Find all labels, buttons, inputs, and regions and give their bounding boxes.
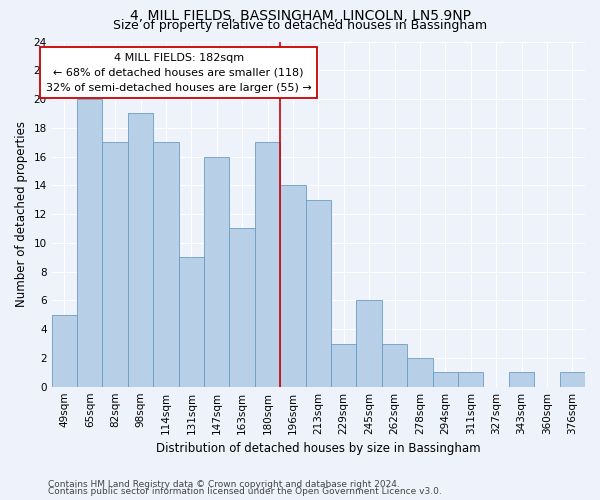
Bar [560, 372, 585, 386]
Bar [433, 372, 458, 386]
Bar [382, 344, 407, 386]
Bar [103, 142, 128, 386]
Text: Size of property relative to detached houses in Bassingham: Size of property relative to detached ho… [113, 19, 487, 32]
Bar [356, 300, 382, 386]
Text: Contains HM Land Registry data © Crown copyright and database right 2024.: Contains HM Land Registry data © Crown c… [48, 480, 400, 489]
Bar [509, 372, 534, 386]
Bar [280, 186, 305, 386]
X-axis label: Distribution of detached houses by size in Bassingham: Distribution of detached houses by size … [156, 442, 481, 455]
Text: 4, MILL FIELDS, BASSINGHAM, LINCOLN, LN5 9NP: 4, MILL FIELDS, BASSINGHAM, LINCOLN, LN5… [130, 9, 470, 23]
Y-axis label: Number of detached properties: Number of detached properties [15, 121, 28, 307]
Bar [128, 114, 153, 386]
Bar [407, 358, 433, 386]
Bar [331, 344, 356, 386]
Bar [77, 99, 103, 386]
Bar [204, 156, 229, 386]
Text: 4 MILL FIELDS: 182sqm
← 68% of detached houses are smaller (118)
32% of semi-det: 4 MILL FIELDS: 182sqm ← 68% of detached … [46, 53, 311, 92]
Bar [179, 257, 204, 386]
Bar [52, 315, 77, 386]
Bar [255, 142, 280, 386]
Bar [229, 228, 255, 386]
Bar [458, 372, 484, 386]
Text: Contains public sector information licensed under the Open Government Licence v3: Contains public sector information licen… [48, 487, 442, 496]
Bar [305, 200, 331, 386]
Bar [153, 142, 179, 386]
